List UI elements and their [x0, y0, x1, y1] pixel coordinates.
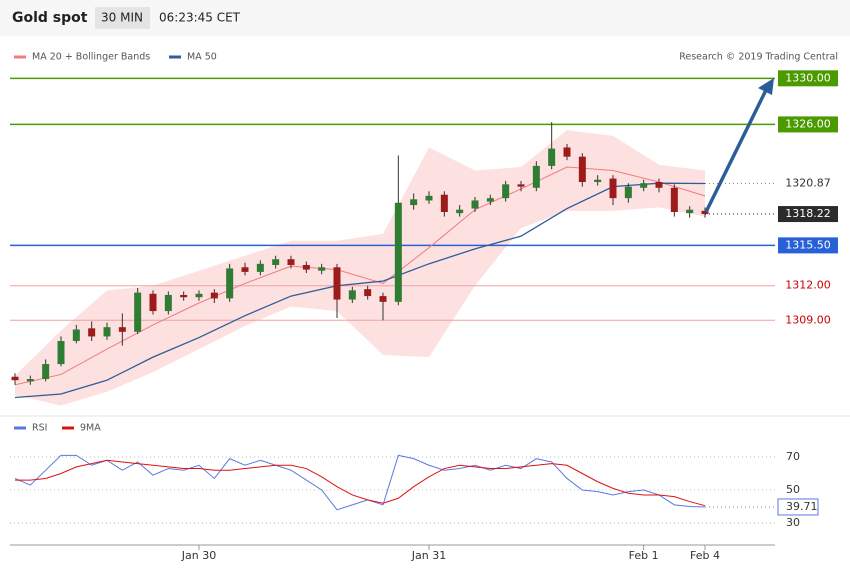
candle-body [118, 327, 126, 332]
interval[interactable]: 30 MIN [101, 11, 143, 25]
candle-body [670, 187, 678, 212]
candle-body [103, 327, 111, 337]
candle-body [272, 259, 280, 265]
arrow-head [758, 78, 774, 95]
rsi-panel: RSI 9MA 30 50 70 39.71 Jan 30 Jan 31 Feb 1 Feb 4 [0, 415, 850, 562]
legend-label: MA 50 [187, 52, 217, 63]
candle-body [594, 179, 602, 183]
price-panel: MA 20 + Bollinger Bands MA 50 1330.00 1326.… [10, 52, 838, 406]
interval-box[interactable] [95, 7, 150, 29]
candle-body [72, 329, 80, 342]
candle-body [686, 209, 694, 214]
candle-body [502, 184, 510, 199]
candle-body [333, 267, 341, 300]
candle-body [609, 178, 617, 199]
time: 06:23:45 CET [159, 11, 241, 25]
candle-body [195, 293, 203, 298]
candle-body [302, 264, 310, 270]
rsi-line [15, 459, 706, 507]
x-tick-label: Feb 4 [690, 549, 720, 562]
level-tag [778, 116, 838, 133]
candle-body [578, 156, 586, 183]
candle-body [210, 292, 218, 299]
ma-line [14, 166, 706, 386]
level-tag [778, 312, 838, 329]
candle-body [440, 194, 448, 212]
candle-body [226, 268, 234, 299]
candle-body [379, 296, 387, 302]
candle-body [456, 209, 464, 214]
rsi-last-label: 39.71 [786, 500, 818, 513]
title: Gold spot [12, 10, 88, 26]
level-label: 1309.00 [785, 313, 831, 326]
last-price-tag [778, 206, 838, 223]
level-tag [778, 70, 838, 87]
rsi-line [14, 454, 706, 511]
candle-body [134, 292, 142, 332]
last-price-label: 1318.22 [785, 207, 831, 220]
candle-body [624, 186, 632, 199]
y-tick-label: 30 [786, 516, 800, 529]
candle-body [640, 183, 648, 188]
candle-body [318, 267, 326, 271]
legend-label: MA 20 + Bollinger Bands [32, 52, 150, 63]
candle-body [241, 267, 249, 272]
candle-body [364, 289, 372, 297]
candle-body [655, 182, 663, 188]
ma-line [14, 182, 706, 399]
candle-body [471, 200, 479, 209]
candle-body [532, 165, 540, 188]
candle-body [486, 198, 494, 202]
bollinger-band [15, 130, 705, 406]
candle-body [88, 328, 96, 337]
candle-body [394, 202, 402, 302]
x-tick-label: Feb 1 [629, 549, 659, 562]
x-tick-label: Jan 31 [411, 549, 446, 562]
candle-body [563, 147, 571, 157]
level-label: 1312.00 [785, 279, 831, 292]
candle-body [42, 364, 50, 380]
legend-label: RSI [32, 423, 47, 434]
candle-body [425, 195, 433, 201]
rsi-last-tag [777, 498, 819, 516]
target-arrow [704, 85, 770, 213]
candle-body [164, 294, 172, 312]
candle-body [548, 148, 556, 166]
candle-body [57, 341, 65, 365]
candle-body [11, 376, 19, 381]
level-tag [778, 237, 838, 254]
candle-body [256, 263, 264, 272]
source: Research © 2019 Trading Central [679, 52, 838, 63]
level-label: 1330.00 [785, 71, 831, 84]
candle-body [517, 184, 525, 187]
level-label: 1326.00 [785, 117, 831, 130]
legend-label: 9MA [80, 423, 101, 434]
level-tag [778, 277, 838, 294]
level-label: 1315.50 [785, 238, 831, 251]
y-tick-label: 50 [786, 483, 800, 496]
y-tick-label: 70 [786, 450, 800, 463]
candle-body [149, 293, 157, 312]
candle-body [410, 199, 418, 206]
x-tick-label: Jan 30 [181, 549, 216, 562]
candle-body [701, 210, 709, 215]
candle-body [26, 379, 34, 382]
ma-last-label: 1320.87 [785, 177, 831, 190]
candle-body [180, 294, 188, 298]
candle-body [348, 290, 356, 300]
candle-body [287, 259, 295, 265]
